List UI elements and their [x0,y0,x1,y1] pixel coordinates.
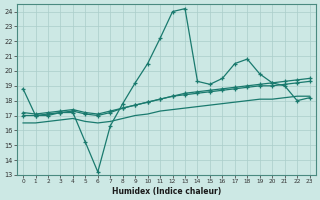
X-axis label: Humidex (Indice chaleur): Humidex (Indice chaleur) [112,187,221,196]
